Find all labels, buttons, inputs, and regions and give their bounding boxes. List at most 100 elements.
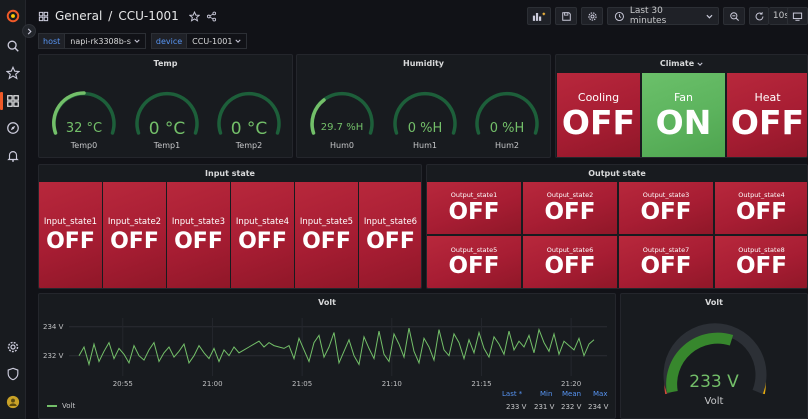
panel-title[interactable]: Humidity [403,59,444,68]
save-dashboard-button[interactable] [555,7,577,25]
input-state4-tile: Input_state4 OFF [231,182,294,288]
sidebar-collapse-button[interactable] [22,24,36,38]
temp2-gauge: 0 °C Temp2 [210,81,288,157]
tv-mode-button[interactable] [787,7,808,25]
variable-value-host: napi-rk3308b-s [70,36,131,46]
input-state-panel: Input state Input_state1 OFF Input_state… [38,164,422,289]
panel-title-climate[interactable]: Climate [556,59,807,68]
dashboard-settings-button[interactable] [581,7,603,25]
input-state2-value: OFF [110,228,159,254]
x-tick-label: 21:05 [292,380,312,388]
y-tick-label: 232 V [43,352,64,360]
legend-header-max[interactable]: Max [593,390,608,398]
search-icon[interactable] [5,38,21,54]
breadcrumb-folder[interactable]: General [55,9,103,23]
grafana-logo-icon[interactable] [5,8,21,24]
time-range-picker[interactable]: Last 30 minutes [607,6,719,26]
legend-header-mean[interactable]: Mean [562,390,582,398]
hum2-value: 0 %H [489,121,525,136]
variable-label-device: device [150,33,188,49]
volt-timeseries-panel: Volt 234 V 232 V 20:55 21:00 21:05 21:10 21:1… [38,293,616,419]
chevron-down-icon [134,39,140,43]
x-tick-label: 21:00 [202,380,222,388]
output-state8-label: Output_state8 [738,245,785,254]
input-state6-tile: Input_state6 OFF [359,182,421,288]
x-tick-label: 21:20 [561,380,581,388]
gear-icon [587,11,597,21]
zoom-out-button[interactable] [723,7,745,25]
star-icon[interactable] [5,65,21,81]
output-state6-label: Output_state6 [546,245,594,254]
output-state5-value: OFF [448,253,500,280]
output-state1-value: OFF [448,198,500,225]
panel-title[interactable]: Temp [153,59,178,68]
temp-panel: Temp 32 °C Temp0 0 °C Temp1 0 °C Temp2 [38,54,293,158]
dashboards-icon[interactable] [5,93,21,109]
panel-title[interactable]: Volt [705,298,723,307]
variable-select-host[interactable]: napi-rk3308b-s [65,33,146,49]
chevron-down-icon [706,14,713,19]
top-navbar: General / CCU-1001 Last 30 minutes 10s [26,0,808,32]
time-range-label: Last 30 minutes [629,6,667,26]
save-icon [561,11,571,21]
input-state1-label: Input_state1 [43,217,98,228]
sidebar [0,0,26,419]
variable-label-host: host [38,33,66,49]
legend-header-min[interactable]: Min [540,390,553,398]
active-indicator [0,92,3,110]
legend-swatch [47,405,57,407]
climate-panel: Climate Cooling OFF Fan ON Heat OFF [555,54,808,158]
input-state5-value: OFF [302,228,351,254]
output-state3-tile: Output_state3 OFF [619,182,713,234]
volt-gauge-value: 233 V [689,372,739,392]
panel-title[interactable]: Input state [205,169,255,178]
input-state3-tile: Input_state3 OFF [167,182,230,288]
output-state3-label: Output_state3 [642,191,690,200]
x-tick-label: 21:15 [471,380,491,388]
input-state2-tile: Input_state2 OFF [103,182,166,288]
panel-title[interactable]: Output state [588,169,646,178]
output-state2-tile: Output_state2 OFF [523,182,617,234]
add-panel-button[interactable] [527,7,551,25]
temp0-label: Temp0 [70,141,98,150]
legend-item-volt[interactable]: Volt [47,402,75,410]
output-state6-value: OFF [544,253,596,280]
refresh-button[interactable] [749,7,769,25]
hum0-gauge: 29.7 %H Hum0 [303,81,381,157]
cooling-tile: Cooling OFF [557,73,640,157]
output-state2-label: Output_state2 [546,191,594,200]
volt-chart[interactable]: 234 V 232 V 20:55 21:00 21:05 21:10 21:15 21:2… [39,294,616,419]
output-state7-value: OFF [640,253,692,280]
hum1-gauge: 0 %H Hum1 [386,81,464,157]
settings-gear-icon[interactable] [5,339,21,355]
star-icon[interactable] [188,10,200,22]
input-state4-value: OFF [238,228,287,254]
dashboard-title[interactable]: CCU-1001 [118,9,179,23]
volt-gauge-label: Volt [704,396,724,407]
output-state1-label: Output_state1 [450,191,498,200]
output-state7-tile: Output_state7 OFF [619,236,713,288]
hum2-label: Hum2 [495,141,519,150]
shield-icon[interactable] [5,366,21,382]
climate-title-text: Climate [659,59,695,68]
input-state6-label: Input_state6 [363,217,418,228]
fan-tile: Fan ON [642,73,725,157]
output-state6-tile: Output_state6 OFF [523,236,617,288]
panel-title[interactable]: Volt [318,298,336,307]
user-avatar-icon[interactable] [5,394,21,410]
share-icon[interactable] [206,11,217,22]
variable-select-device[interactable]: CCU-1001 [187,33,248,49]
heat-value: OFF [730,103,805,142]
hum0-label: Hum0 [330,141,354,150]
temp0-gauge: 32 °C Temp0 [45,81,123,157]
legend-header-last[interactable]: Last * [502,390,523,398]
hum1-value: 0 %H [407,121,443,136]
chevron-down-icon [235,39,242,43]
temp2-label: Temp2 [235,141,263,150]
input-state5-label: Input_state5 [299,217,354,228]
explore-icon[interactable] [5,120,21,136]
temp1-label: Temp1 [153,141,181,150]
alerting-bell-icon[interactable] [5,148,21,164]
heat-tile: Heat OFF [727,73,807,157]
input-state3-label: Input_state3 [171,217,226,228]
